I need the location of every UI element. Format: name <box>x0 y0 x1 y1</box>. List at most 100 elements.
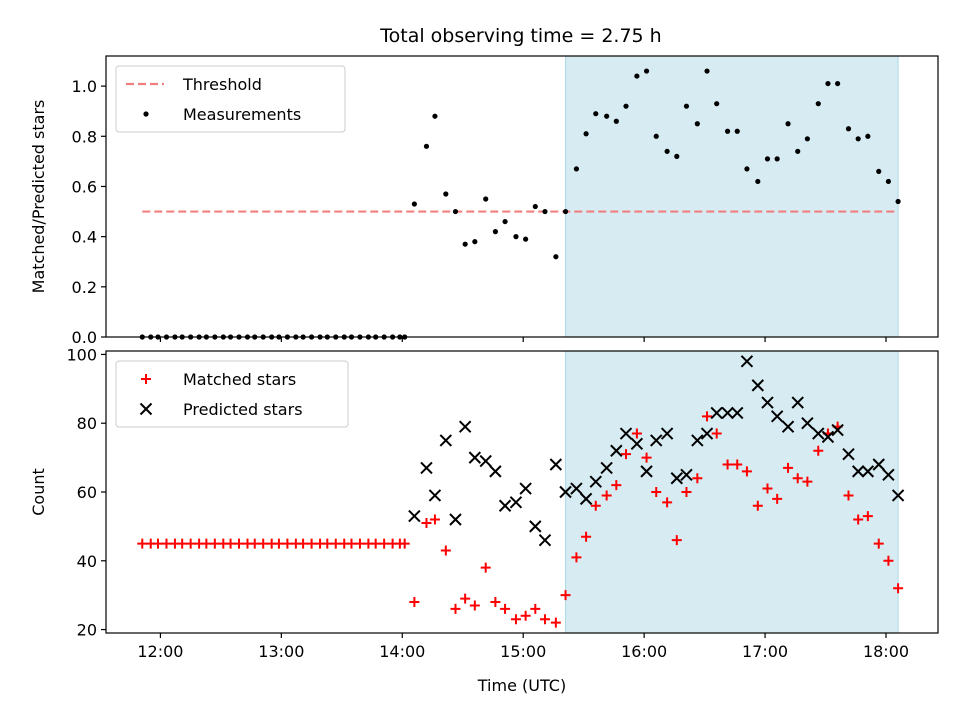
legend-label: Predicted stars <box>183 400 303 419</box>
measurement-point <box>553 254 559 260</box>
observing-window <box>565 55 899 338</box>
x-tick-label: 12:00 <box>137 642 183 661</box>
predicted-stars-point <box>610 444 623 457</box>
predicted-stars-point <box>891 489 905 502</box>
predicted-stars-point <box>691 434 704 447</box>
legend-box <box>115 360 349 428</box>
predicted-stars-point <box>710 406 723 420</box>
y-tick-label: 0.4 <box>72 228 97 247</box>
matched-stars-point <box>783 462 794 473</box>
predicted-stars-point <box>529 520 542 533</box>
measurement-point <box>724 128 731 134</box>
matched-stars-point <box>590 500 601 511</box>
legend: Threshold Measurements <box>115 65 346 133</box>
predicted-stars-point <box>791 396 804 409</box>
measurement-point <box>683 103 690 109</box>
matched-stars-point <box>671 535 682 546</box>
measurement-point <box>714 101 720 107</box>
matched-stars-point <box>560 590 571 601</box>
measurement-point <box>815 101 821 107</box>
legend-predicted-swatch <box>139 402 153 416</box>
measurement-point <box>411 201 417 207</box>
matched-stars-point <box>177 538 188 549</box>
matched-stars-point <box>161 538 172 549</box>
predicted-stars-point <box>509 496 523 509</box>
predicted-stars-point <box>751 379 765 392</box>
measurement-point <box>542 208 548 215</box>
figure-title: Total observing time = 2.75 h <box>379 25 661 47</box>
matched-stars-point <box>209 538 220 549</box>
measurement-point <box>664 148 670 154</box>
measurement-point <box>835 80 841 87</box>
predicted-stars-point <box>851 465 865 478</box>
y-tick-label: 1.0 <box>72 77 97 96</box>
predicted-stars-point <box>449 513 462 526</box>
predicted-stars-point <box>408 509 421 523</box>
matched-stars-point <box>500 603 511 614</box>
measurement-point <box>532 203 538 210</box>
x-tick-label: 14:00 <box>379 642 425 661</box>
measurement-point <box>825 80 831 87</box>
matched-stars-point <box>370 538 381 549</box>
predicted-stars-point <box>519 482 532 495</box>
measurement-point <box>865 133 871 139</box>
measurement-point <box>502 218 508 225</box>
measurement-point <box>744 166 750 172</box>
measurement-point <box>604 113 610 119</box>
measurement-point <box>855 136 861 142</box>
matched-stars-point <box>651 487 662 497</box>
matched-stars-point <box>273 538 284 549</box>
measurement-point <box>895 198 901 205</box>
matched-stars-point <box>440 545 451 556</box>
measurement-point <box>804 136 810 142</box>
measurement-point <box>483 196 489 202</box>
matched-stars-point <box>702 411 713 422</box>
matched-stars-point <box>792 473 803 484</box>
y-tick-label: 100 <box>66 345 97 364</box>
matched-stars-point <box>853 514 864 525</box>
matched-stars-point <box>469 600 480 611</box>
y-tick-label: 40 <box>77 552 97 571</box>
x-tick-label: 17:00 <box>742 642 788 661</box>
matched-stars-point <box>722 459 733 470</box>
matched-stars-point <box>185 538 196 549</box>
matched-stars-point <box>153 538 163 549</box>
matched-stars-point <box>681 487 692 497</box>
ratio-panel: 0.0 0.2 0.4 0.6 0.8 1.0 Matched/Predicted star… <box>29 55 939 347</box>
predicted-stars-point <box>731 406 744 420</box>
matched-stars-point <box>330 538 341 549</box>
x-tick-label: 18:00 <box>863 642 909 661</box>
predicted-stars-point <box>420 461 433 475</box>
measurement-point <box>694 121 700 127</box>
measurement-point <box>795 148 801 154</box>
measurement-point <box>785 121 791 127</box>
measurement-point <box>674 153 680 159</box>
matched-stars-point <box>641 452 652 463</box>
y-tick-label: 0.6 <box>72 177 97 196</box>
matched-stars-point <box>692 473 703 484</box>
predicted-stars-point <box>721 406 734 420</box>
y-tick-label: 0.2 <box>72 278 97 297</box>
x-axis-label: Time (UTC) <box>477 676 566 695</box>
matched-stars-point <box>732 459 743 470</box>
matched-stars-point <box>802 476 813 487</box>
matched-stars-point <box>752 500 763 511</box>
predicted-stars-point <box>670 472 683 485</box>
matched-stars-point <box>520 610 531 621</box>
predicted-stars-point <box>872 458 885 471</box>
predicted-stars-point <box>468 451 482 464</box>
matched-stars-point <box>346 538 357 549</box>
predicted-stars-point <box>650 434 663 447</box>
predicted-stars-point <box>549 458 563 471</box>
matched-stars-point <box>306 538 317 549</box>
matched-stars-point <box>421 517 432 528</box>
predicted-stars-point <box>538 533 552 547</box>
matched-stars-point <box>611 480 622 491</box>
matched-stars-point <box>490 597 501 608</box>
y-tick-label: 60 <box>77 483 97 502</box>
y-tick-label: 80 <box>77 414 97 433</box>
matched-stars-point <box>249 538 260 549</box>
measurement-point <box>623 103 629 109</box>
legend: Matched stars Predicted stars <box>115 360 349 428</box>
measurement-point <box>734 128 740 134</box>
